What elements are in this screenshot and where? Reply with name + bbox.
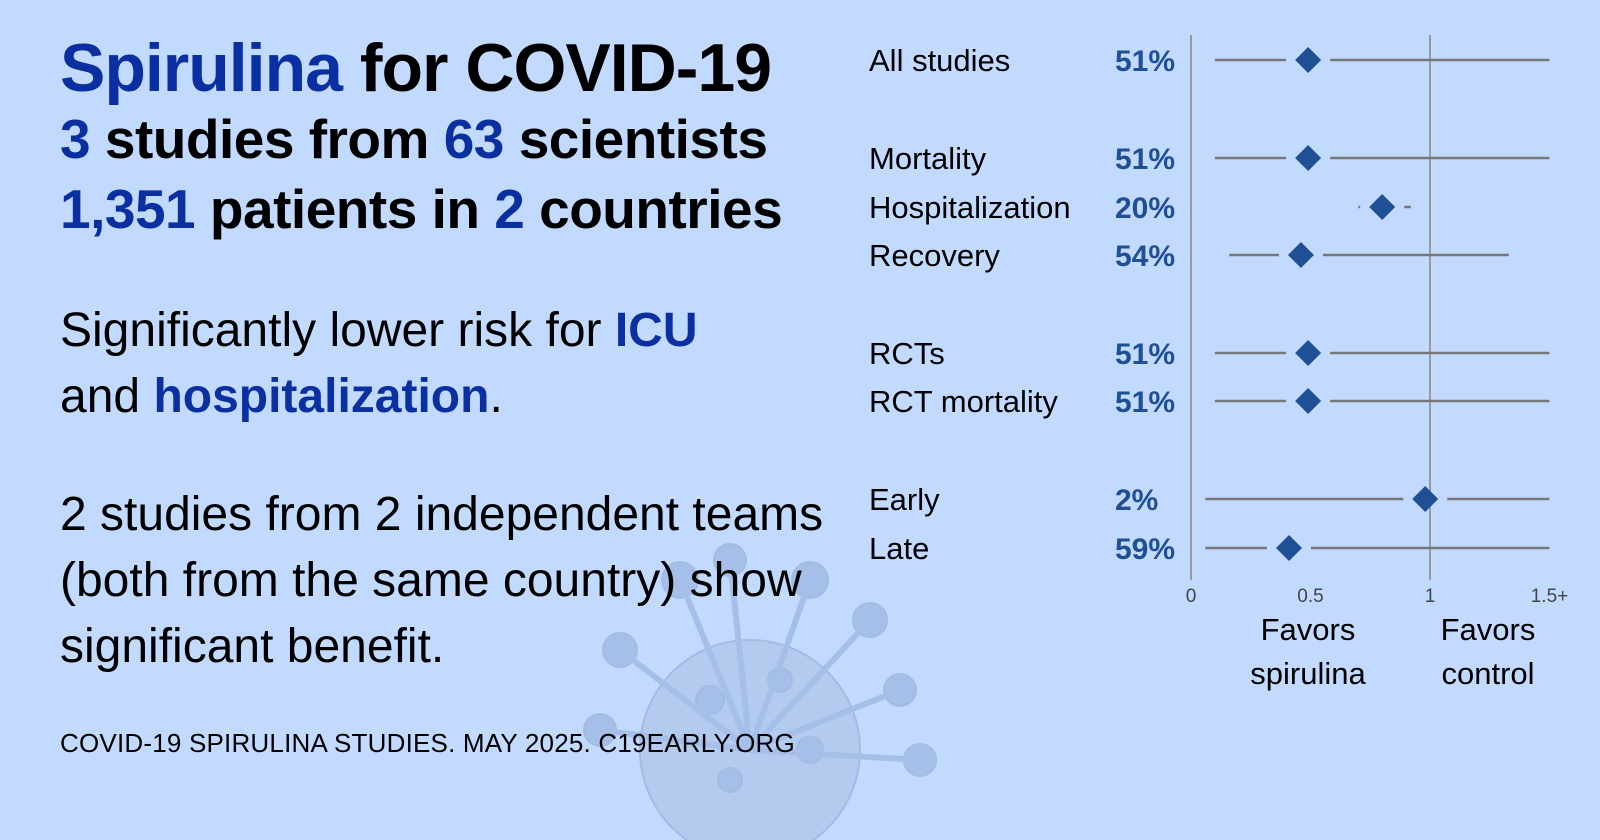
drug-name: Spirulina (60, 30, 343, 106)
x-tick-label: 0.5 (1297, 586, 1323, 607)
favors-right-line1: Favors (1441, 612, 1536, 647)
x-tick-label: 0 (1186, 586, 1197, 607)
row-label: RCT mortality (869, 384, 1058, 419)
scientists-label: scientists (518, 108, 768, 170)
countries-count: 2 (494, 178, 525, 240)
estimate-marker (1295, 340, 1322, 366)
significance-and: and (60, 370, 141, 423)
row-label: RCTs (869, 336, 945, 371)
row-value: 54% (1115, 240, 1175, 273)
row-label: Early (869, 482, 940, 517)
outcome-hospitalization: hospitalization (153, 370, 490, 423)
patients-line: 1,351 patients in 2 countries (60, 174, 830, 244)
row-value: 51% (1115, 338, 1175, 371)
favors-left-line1: Favors (1261, 612, 1356, 647)
studies-line: 3 studies from 63 scientists (60, 104, 830, 174)
significance-prefix: Significantly lower risk for (60, 304, 602, 357)
x-tick-label: 1 (1425, 586, 1436, 607)
row-value: 51% (1115, 143, 1175, 176)
estimate-marker (1295, 47, 1322, 73)
outcome-icu: ICU (614, 304, 698, 357)
forest-plot: 0 0.5 1 1.5+ All studies 51% Mortality 51% Hospi… (869, 35, 1569, 691)
row-label: Late (869, 531, 929, 566)
favors-left-line2: spirulina (1250, 656, 1366, 691)
significance-suffix: . (489, 370, 503, 423)
estimate-marker (1369, 194, 1396, 220)
row-value: 51% (1115, 386, 1175, 419)
studies-count: 3 (60, 108, 91, 170)
significance-statement: Significantly lower risk for ICU and hosp… (60, 298, 820, 430)
headline-block: Spirulina for COVID-19 3 studies from 63… (60, 28, 830, 244)
row-label: Hospitalization (869, 190, 1071, 225)
countries-label: countries (539, 178, 783, 240)
title-suffix: for COVID-19 (359, 30, 772, 106)
scientists-count: 63 (443, 108, 505, 170)
estimate-marker (1275, 535, 1302, 561)
row-value: 2% (1115, 484, 1158, 517)
patients-in-label: patients in (209, 178, 480, 240)
row-value: 59% (1115, 533, 1175, 566)
estimate-marker (1295, 145, 1322, 171)
row-label: Mortality (869, 141, 987, 176)
estimate-marker (1287, 242, 1314, 268)
studies-from-label: studies from (104, 108, 430, 170)
estimate-marker (1412, 486, 1439, 512)
patients-count: 1,351 (60, 178, 196, 240)
row-label: All studies (869, 43, 1010, 78)
favors-right-line2: control (1441, 656, 1534, 691)
independent-teams-statement: 2 studies from 2 independent teams (both… (60, 488, 824, 673)
page-title: Spirulina for COVID-19 (60, 28, 830, 108)
row-value: 51% (1115, 45, 1175, 78)
footer-source: COVID-19 SPIRULINA STUDIES. MAY 2025. C1… (60, 728, 795, 758)
row-value: 20% (1115, 192, 1175, 225)
x-tick-label: 1.5+ (1531, 586, 1569, 607)
row-label: Recovery (869, 238, 1000, 273)
estimate-marker (1295, 388, 1322, 414)
